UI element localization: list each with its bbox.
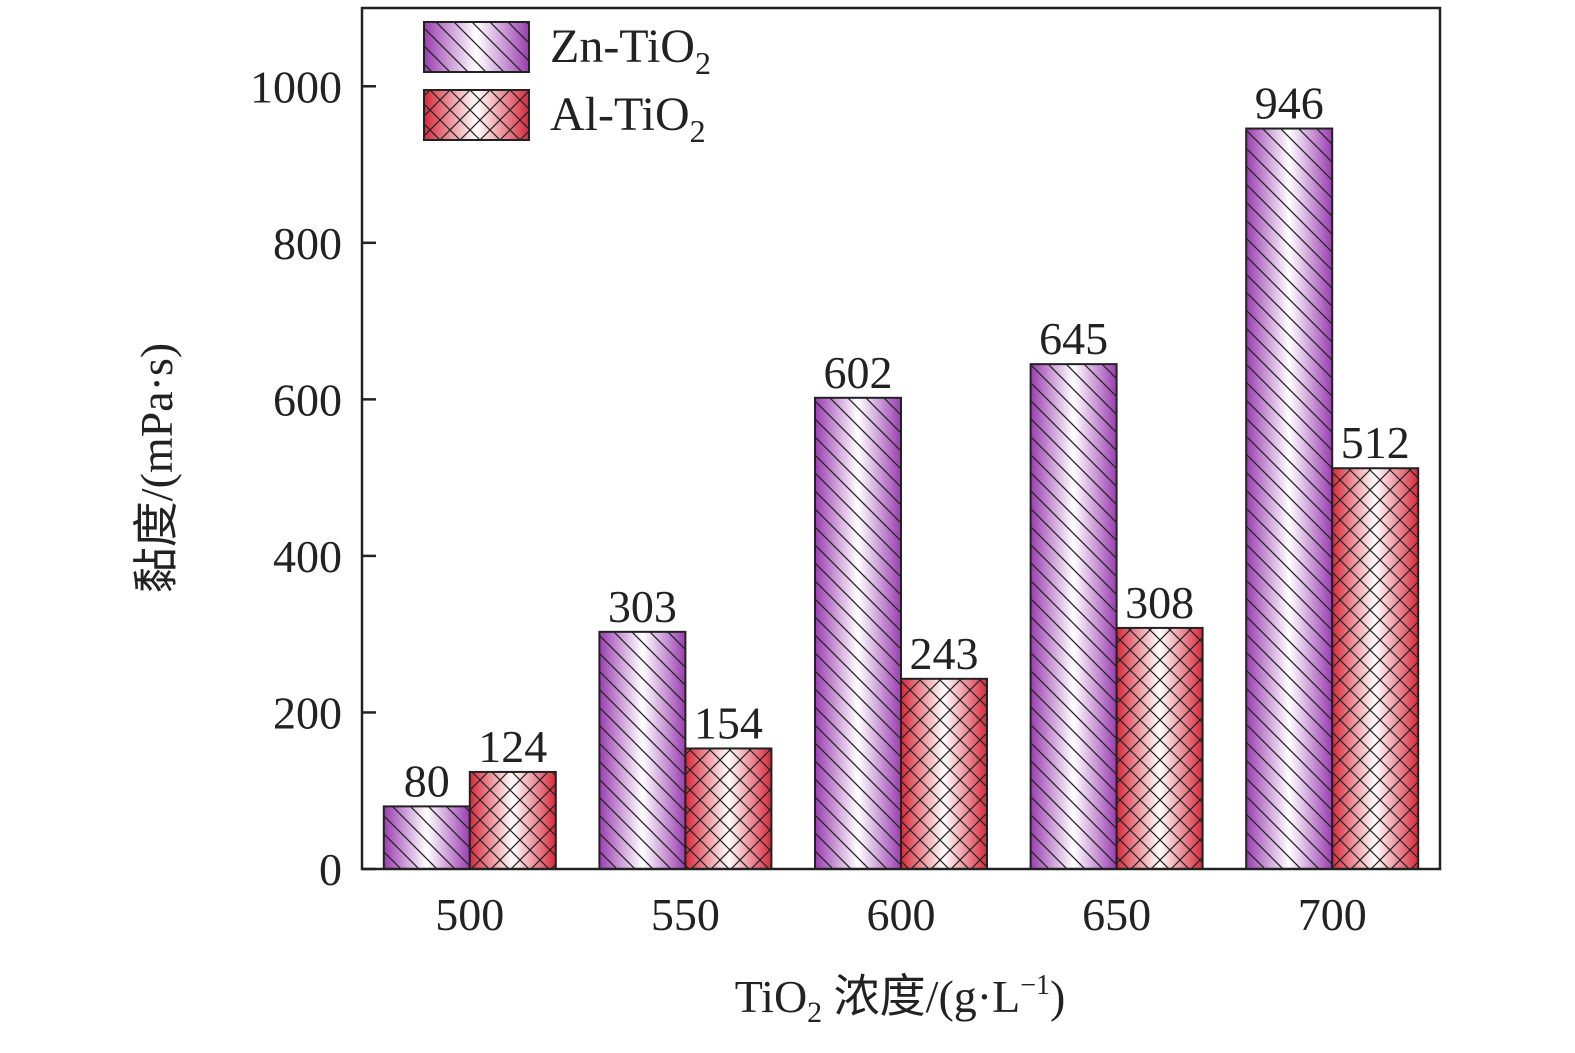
data-label: 80 [404,755,450,806]
y-tick-label: 600 [273,374,342,425]
x-axis-label: TiO2 浓度/(g·L−1) [735,970,1066,1029]
data-label: 124 [478,721,547,772]
data-label: 308 [1125,577,1194,628]
y-tick-label: 200 [273,687,342,738]
bar-hatch-1-2 [900,677,988,871]
legend-swatch-hatch-1 [423,89,530,141]
bar-hatch-1-0 [468,770,557,871]
data-label: 154 [694,697,763,748]
y-tick-label: 0 [319,844,342,895]
y-tick-label: 400 [273,531,342,582]
data-label: 512 [1341,417,1410,468]
legend-swatch-hatch-0 [423,21,530,73]
bar-hatch-0-3 [1029,363,1118,870]
legend: Zn-TiO2 Al-TiO2 [423,20,711,149]
y-tick-label: 800 [273,218,342,269]
y-tick-label: 1000 [250,61,342,112]
data-label: 602 [824,347,893,398]
x-tick-label: 650 [1082,889,1151,940]
legend-label-0: Zn-TiO2 [550,20,711,81]
x-tick-label: 600 [867,889,936,940]
data-label: 645 [1039,313,1108,364]
data-label: 303 [608,581,677,632]
x-tick-label: 700 [1298,889,1367,940]
bar-hatch-0-4 [1245,127,1334,871]
bar-hatch-1-1 [684,747,773,871]
bar-hatch-1-4 [1331,467,1420,870]
bar-hatch-0-0 [382,805,471,871]
x-tick-label: 500 [435,889,504,940]
bar-hatch-0-1 [598,630,687,870]
bar-hatch-0-2 [814,396,902,870]
bar-hatch-1-3 [1115,626,1204,870]
data-label: 946 [1255,78,1324,129]
x-tick-label: 550 [651,889,720,940]
plot-frame [360,6,1442,871]
y-axis-label: 黏度/(mPa·s) [131,343,182,593]
data-label: 243 [910,628,979,679]
legend-label-1: Al-TiO2 [550,88,706,149]
